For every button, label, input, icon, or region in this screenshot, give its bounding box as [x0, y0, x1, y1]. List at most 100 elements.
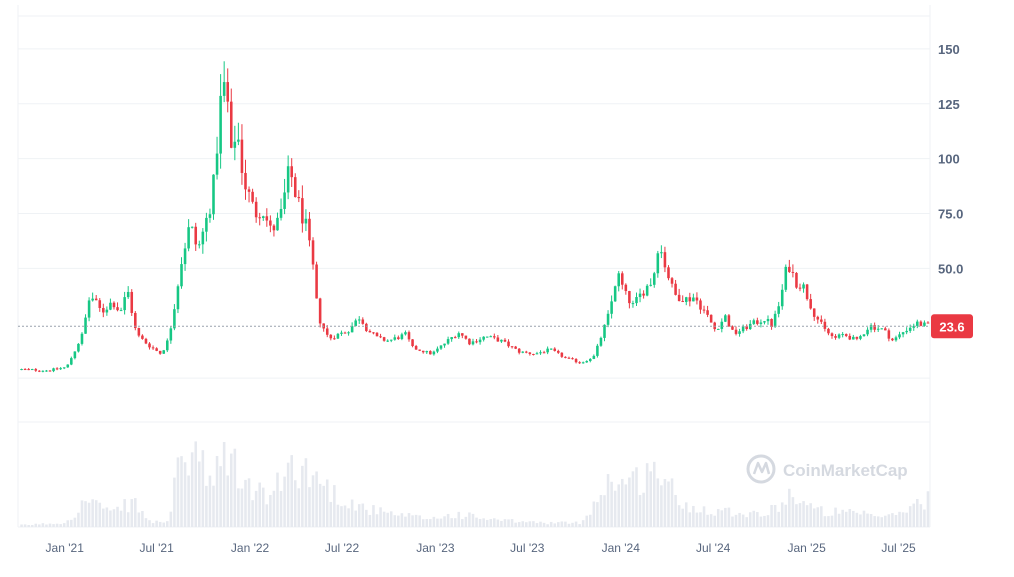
x-tick-label: Jul '22 — [325, 541, 360, 555]
candle — [919, 320, 923, 327]
candle — [52, 367, 55, 373]
candle — [709, 314, 713, 323]
volume-bar — [279, 490, 283, 527]
volume-bar — [343, 505, 347, 527]
volume-bar — [756, 512, 759, 527]
volume-bar — [485, 519, 489, 527]
candle — [695, 292, 699, 305]
volume-bar — [425, 519, 429, 527]
volume-bar — [201, 450, 205, 527]
volume-bar — [699, 512, 702, 527]
candle — [439, 345, 443, 350]
candle — [311, 237, 315, 270]
volume-bar — [432, 516, 436, 527]
y-tick-label: 100 — [938, 152, 960, 167]
candle — [27, 368, 30, 371]
candle — [660, 245, 663, 259]
volume-bar — [748, 512, 752, 527]
volume-bar — [734, 514, 738, 527]
candle — [194, 222, 198, 251]
x-tick-label: Jul '25 — [881, 541, 916, 555]
candle — [535, 351, 539, 355]
x-axis: Jan '21 Jul '21 Jan '22 Jul '22 Jan '23 Jul '… — [46, 541, 916, 555]
volume-bar — [375, 514, 379, 527]
candle — [148, 342, 151, 350]
volume-bar — [635, 467, 638, 527]
volume-bar — [91, 499, 94, 527]
volume-bar — [692, 505, 695, 527]
volume-bar — [912, 503, 916, 527]
volume-bar — [919, 504, 923, 527]
volume-bar — [880, 517, 884, 527]
volume-bar — [443, 516, 446, 527]
volume-bar — [87, 502, 91, 527]
candle — [151, 345, 155, 350]
y-tick-label: 125 — [938, 97, 960, 112]
candle — [372, 332, 375, 335]
volume-bar — [852, 510, 855, 527]
candle — [219, 74, 222, 169]
candle — [567, 356, 571, 359]
candle — [45, 369, 48, 372]
volume-bar — [780, 502, 784, 527]
volume-bar — [194, 441, 198, 527]
candle — [112, 301, 116, 310]
volume-bar — [663, 479, 667, 527]
candle — [564, 356, 567, 359]
candle — [720, 318, 724, 333]
candle — [304, 209, 308, 232]
volume-bar — [916, 499, 919, 527]
candle — [91, 292, 94, 302]
volume-bar — [549, 521, 553, 527]
candle — [134, 311, 137, 331]
volume-bar — [727, 507, 731, 527]
volume-bar — [205, 485, 208, 527]
candle — [521, 351, 525, 354]
volume-bar — [261, 487, 265, 527]
candle — [421, 350, 425, 354]
candle — [496, 334, 500, 342]
candle — [805, 283, 809, 301]
volume-bar — [901, 512, 905, 527]
candle — [489, 335, 493, 338]
candle — [820, 315, 823, 324]
volume-bar — [315, 471, 318, 527]
candle — [631, 300, 635, 308]
candle — [670, 276, 674, 288]
candle — [503, 338, 507, 343]
candle — [386, 339, 389, 343]
volume-bar — [571, 522, 574, 527]
candle — [215, 136, 219, 180]
volume-bar — [148, 520, 151, 527]
volume-bar — [20, 524, 23, 527]
volume-bar — [361, 503, 365, 527]
volume-bar — [461, 519, 464, 527]
volume-bar — [606, 474, 610, 527]
volume-bar — [247, 478, 251, 527]
volume-bar — [777, 511, 780, 527]
volume-bar — [407, 513, 411, 527]
volume-bar — [397, 515, 400, 527]
candle — [734, 326, 738, 336]
candle — [549, 348, 553, 350]
volume-bar — [23, 524, 27, 527]
candle — [190, 226, 194, 229]
candle — [837, 333, 841, 340]
candle — [901, 331, 905, 338]
volume-bar — [546, 524, 549, 527]
volume-bar — [208, 475, 212, 527]
volume-bar — [77, 512, 80, 527]
candle — [77, 343, 80, 353]
candle — [450, 336, 453, 342]
x-tick-label: Jul '24 — [696, 541, 731, 555]
candle — [677, 288, 681, 302]
candle — [599, 336, 603, 347]
candle — [692, 293, 695, 302]
candle — [844, 333, 848, 338]
volume-bar — [198, 461, 201, 527]
volume-bar — [30, 525, 34, 527]
volume-bar — [372, 505, 375, 527]
volume-bar — [183, 462, 187, 527]
volume-bar — [862, 510, 866, 527]
